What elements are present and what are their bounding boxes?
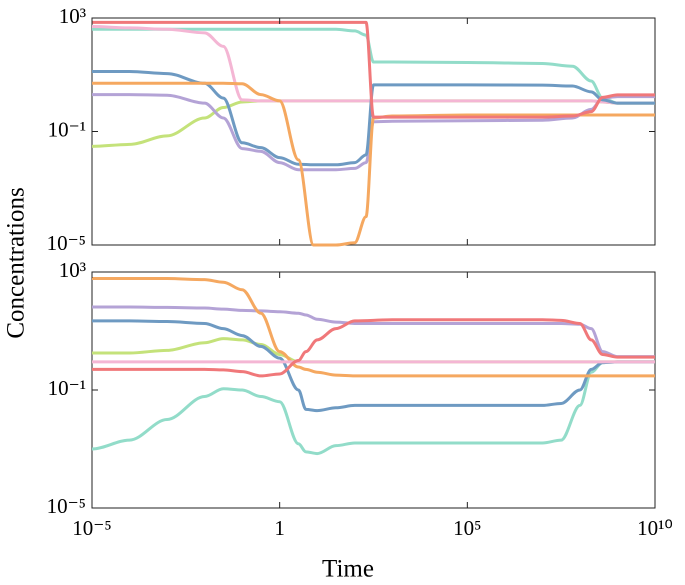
x-tick-label: 1 [274, 516, 285, 540]
y-tick-label: 10⁻⁵ [47, 231, 86, 255]
x-tick-label: 10¹⁰ [637, 516, 673, 540]
y-axis-label: Concentrations [3, 187, 30, 338]
series-line [91, 27, 655, 105]
y-tick-label: 10⁻¹ [48, 376, 86, 400]
y-tick-label: 10⁻¹ [48, 117, 86, 141]
series-line [91, 20, 655, 119]
series-line [92, 319, 655, 413]
series-line [92, 318, 655, 378]
series-line [91, 70, 655, 167]
x-axis-label: Time [322, 556, 374, 583]
x-tick-label: 10⁵ [453, 516, 481, 540]
series-line [91, 360, 655, 456]
x-tick-label: 10⁻⁵ [72, 516, 111, 540]
y-tick-label: 10⁻⁵ [47, 494, 86, 518]
series-line [91, 25, 655, 105]
series-line [92, 337, 655, 364]
y-tick-label: 10³ [59, 258, 86, 282]
y-tick-label: 10³ [59, 4, 86, 28]
series-line [91, 305, 655, 359]
series-line [91, 277, 655, 378]
